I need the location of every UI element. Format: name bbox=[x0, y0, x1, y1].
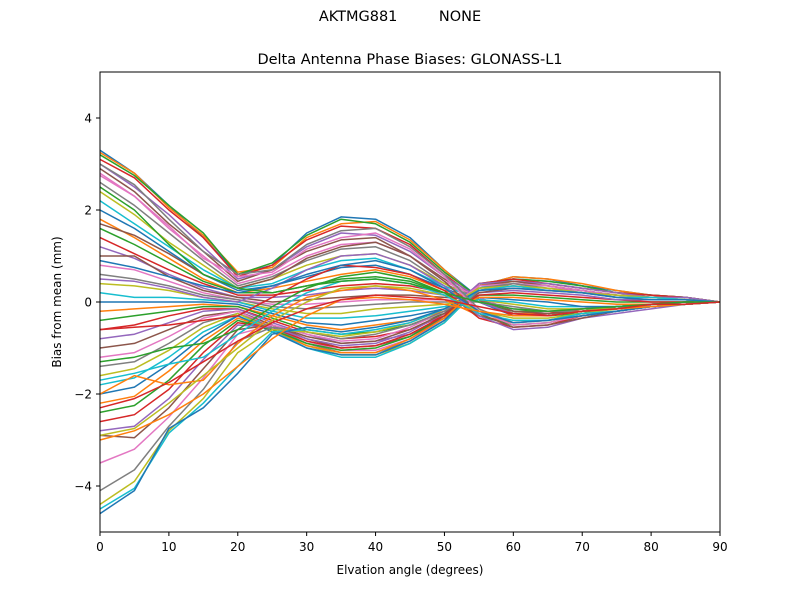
y-axis: −4 −2 0 2 4 bbox=[74, 112, 100, 494]
chart-title: Delta Antenna Phase Biases: GLONASS-L1 bbox=[257, 52, 562, 68]
y-tick-label: −4 bbox=[74, 480, 92, 494]
series-line bbox=[99, 259, 721, 324]
series-line bbox=[99, 280, 721, 432]
x-tick-label: 40 bbox=[368, 540, 383, 554]
y-tick-label: 0 bbox=[84, 296, 92, 310]
y-tick-label: −2 bbox=[74, 388, 92, 402]
x-tick-label: 20 bbox=[230, 540, 245, 554]
x-axis-label: Elvation angle (degrees) bbox=[337, 563, 484, 577]
x-tick-label: 60 bbox=[506, 540, 521, 554]
y-tick-label: 4 bbox=[84, 112, 92, 126]
series-lines bbox=[99, 149, 721, 515]
x-tick-label: 50 bbox=[437, 540, 452, 554]
series-line bbox=[99, 294, 721, 409]
x-tick-label: 70 bbox=[575, 540, 590, 554]
x-tick-label: 0 bbox=[96, 540, 104, 554]
series-line bbox=[99, 252, 721, 331]
plot-area bbox=[99, 71, 721, 533]
figure-suptitle: AKTMG881 NONE bbox=[318, 9, 482, 25]
x-tick-label: 80 bbox=[643, 540, 658, 554]
series-line bbox=[99, 287, 721, 515]
x-tick-label: 30 bbox=[299, 540, 314, 554]
x-axis: 0 10 20 30 40 50 60 70 80 90 bbox=[96, 532, 728, 554]
series-line bbox=[99, 285, 721, 506]
y-axis-label: Bias from mean (mm) bbox=[50, 236, 64, 367]
x-tick-label: 90 bbox=[712, 540, 727, 554]
series-line bbox=[99, 200, 721, 315]
series-line bbox=[99, 275, 721, 404]
series-line bbox=[99, 186, 720, 312]
x-tick-label: 10 bbox=[161, 540, 176, 554]
y-tick-label: 2 bbox=[84, 204, 92, 218]
